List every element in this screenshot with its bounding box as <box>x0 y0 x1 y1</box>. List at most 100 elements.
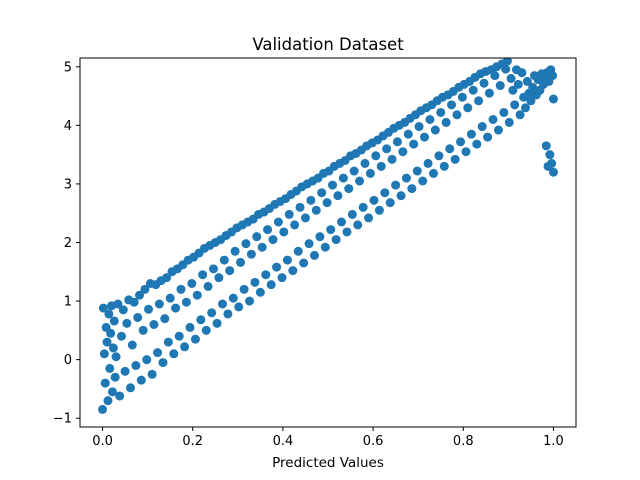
data-point <box>468 85 478 95</box>
data-point <box>284 209 294 219</box>
data-point <box>430 125 440 135</box>
data-point <box>136 375 146 385</box>
data-point <box>456 137 466 147</box>
data-point <box>185 322 195 332</box>
data-point <box>109 316 119 326</box>
data-point <box>111 352 121 362</box>
data-point <box>239 284 249 294</box>
data-point <box>423 158 433 168</box>
data-point <box>169 349 179 359</box>
data-point <box>409 139 419 149</box>
data-point <box>99 349 109 359</box>
data-point <box>369 195 379 205</box>
data-point <box>380 188 390 198</box>
data-point <box>548 94 558 104</box>
data-point <box>142 355 152 365</box>
data-point <box>236 257 246 267</box>
y-tick-label: 4 <box>64 119 72 134</box>
data-point <box>120 366 130 376</box>
data-point <box>217 299 227 309</box>
data-point <box>472 139 482 149</box>
data-point <box>365 168 375 178</box>
y-tick-label: 3 <box>64 177 72 192</box>
data-point <box>219 255 229 265</box>
data-point <box>133 312 143 322</box>
data-point <box>391 180 401 190</box>
data-point <box>160 314 170 324</box>
data-point <box>228 293 238 303</box>
data-point <box>98 303 108 313</box>
data-point <box>98 404 108 414</box>
data-point <box>376 161 386 171</box>
data-point <box>513 79 523 89</box>
data-point <box>187 279 197 288</box>
data-point <box>304 239 314 249</box>
data-point <box>510 100 520 110</box>
data-point <box>452 110 462 120</box>
y-tick-label: 5 <box>64 60 72 75</box>
data-point <box>477 122 487 132</box>
data-point <box>528 82 538 92</box>
data-point <box>474 96 484 106</box>
data-point <box>364 213 374 223</box>
data-point <box>299 258 309 268</box>
data-point <box>115 391 125 401</box>
data-point <box>154 299 164 309</box>
y-tick-label: −1 <box>53 412 72 427</box>
data-point <box>129 297 139 307</box>
data-point <box>434 151 444 161</box>
data-point <box>138 325 148 335</box>
data-point <box>333 191 343 201</box>
data-point <box>230 246 240 256</box>
data-point <box>311 205 321 215</box>
data-point <box>436 107 446 117</box>
data-point <box>517 68 527 78</box>
data-point <box>257 242 267 252</box>
data-point <box>279 227 289 237</box>
data-point <box>439 161 449 171</box>
data-point <box>541 141 551 151</box>
data-point <box>429 168 439 178</box>
data-point <box>425 115 435 124</box>
data-point <box>225 266 235 276</box>
data-point <box>306 195 316 205</box>
data-point <box>392 137 402 147</box>
data-point <box>163 337 173 347</box>
y-tick-label: 2 <box>64 236 72 251</box>
x-tick-label: 0.8 <box>453 434 474 449</box>
data-point <box>414 122 424 132</box>
data-point <box>360 158 370 168</box>
data-point <box>315 232 325 242</box>
data-point <box>198 270 208 280</box>
data-point <box>337 217 347 227</box>
data-point <box>190 334 200 344</box>
data-point <box>180 342 190 352</box>
y-axis-ticks: −1 0 1 2 3 4 5 <box>53 60 80 427</box>
data-point <box>113 299 123 309</box>
data-point <box>214 273 224 283</box>
data-point <box>396 191 406 201</box>
data-point <box>344 184 354 194</box>
data-point <box>401 173 411 183</box>
data-point <box>382 144 392 154</box>
data-point <box>543 161 553 171</box>
data-point <box>479 78 489 88</box>
data-point <box>522 76 532 86</box>
data-point <box>328 180 338 190</box>
data-point <box>483 132 493 142</box>
data-point <box>398 147 408 157</box>
data-point <box>277 273 287 283</box>
data-point <box>110 372 120 382</box>
data-point <box>207 308 217 318</box>
data-point <box>347 209 357 219</box>
y-tick-label: 1 <box>64 295 72 310</box>
data-point <box>371 151 381 161</box>
data-point <box>255 287 265 297</box>
data-point <box>105 363 115 373</box>
data-point <box>331 235 341 245</box>
data-point <box>208 264 218 274</box>
data-point <box>290 220 300 230</box>
data-point <box>104 309 114 319</box>
